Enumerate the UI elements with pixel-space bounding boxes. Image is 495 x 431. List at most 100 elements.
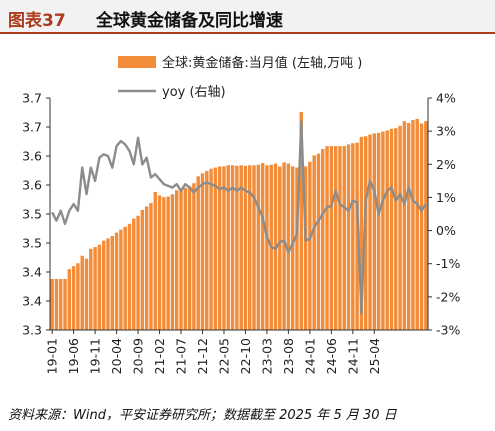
legend: 全球:黄金储备:当月值 (左轴,万吨 ) yoy (右轴)	[118, 55, 362, 100]
bar	[239, 165, 243, 330]
bar	[140, 209, 145, 330]
bar	[282, 162, 286, 330]
x-axis-ticks: 19-01 19-06 19-11 20-04 20-09 21-02 21-07 21-12…	[45, 330, 382, 374]
bar	[183, 187, 188, 330]
bar	[325, 146, 329, 330]
right-tick-label: 4%	[436, 91, 456, 106]
legend-line-label: yoy (右轴)	[162, 85, 226, 100]
bar	[295, 167, 299, 330]
bar	[252, 165, 256, 330]
bar	[256, 164, 261, 330]
bar	[101, 240, 106, 330]
bar	[355, 142, 359, 330]
bar	[97, 244, 102, 330]
bar	[290, 166, 295, 330]
x-tick-label: 19-06	[66, 338, 81, 374]
left-tick-label: 3.5	[22, 236, 42, 251]
bar	[132, 218, 136, 330]
bar	[381, 131, 385, 330]
right-tick-label: 1%	[436, 190, 456, 205]
bar	[119, 229, 123, 330]
yoy-line	[51, 120, 427, 315]
bar	[59, 278, 63, 330]
bar	[419, 123, 424, 331]
bar	[406, 122, 411, 330]
bar	[359, 136, 364, 330]
bar	[80, 255, 84, 330]
left-tick-label: 3.6	[22, 149, 42, 164]
bar	[248, 165, 252, 330]
bar	[368, 134, 372, 330]
bar	[312, 155, 316, 330]
bar	[299, 111, 304, 330]
bar	[329, 146, 334, 330]
right-tick-label: 0%	[436, 223, 456, 238]
left-tick-label: 3.6	[22, 178, 42, 193]
x-tick-label: 24-06	[324, 338, 339, 374]
bar	[209, 168, 213, 330]
right-tick-label: 2%	[436, 157, 456, 172]
x-tick-label: 20-09	[131, 338, 146, 374]
left-tick-label: 3.7	[22, 120, 42, 135]
source-note: 资料来源：Wind，平安证券研究所；数据截至 2025 年 5 月 30 日	[8, 408, 397, 423]
x-tick-label: 24-01	[302, 338, 317, 374]
bar	[175, 190, 179, 330]
legend-bar-label: 全球:黄金储备:当月值 (左轴,万吨 )	[162, 55, 362, 71]
left-tick-label: 3.5	[22, 207, 42, 222]
bar	[364, 136, 368, 330]
bar-series	[50, 111, 428, 331]
left-axis-ticks: 3.3 3.4 3.4 3.5 3.5 3.6 3.6 3.7 3.7	[22, 91, 50, 338]
bar	[385, 130, 389, 330]
bar	[333, 146, 338, 330]
bar	[389, 128, 394, 330]
x-tick-label: 25-04	[367, 338, 382, 374]
x-tick-label: 22-05	[216, 338, 231, 374]
bar	[93, 247, 97, 330]
bar	[144, 206, 149, 330]
bar	[153, 191, 157, 330]
bar	[230, 165, 235, 330]
bar	[222, 166, 226, 330]
bar	[136, 215, 140, 330]
bar	[278, 166, 282, 330]
bar	[123, 226, 127, 330]
x-tick-label: 23-08	[281, 338, 296, 374]
bar	[179, 189, 183, 330]
figure-title: 全球黄金储备及同比增速	[96, 11, 283, 31]
bar	[110, 236, 115, 330]
left-tick-label: 3.7	[22, 91, 42, 106]
bar	[71, 266, 76, 330]
bar	[76, 263, 80, 330]
bar	[54, 278, 59, 330]
bar	[166, 196, 170, 330]
right-tick-label: -2%	[436, 289, 460, 304]
right-axis-ticks: -3% -2% -1% 0% 1% 2% 3% 4%	[428, 91, 460, 338]
bar	[424, 121, 428, 330]
bar	[394, 128, 398, 330]
x-tick-label: 23-03	[259, 338, 274, 374]
bar	[235, 165, 239, 330]
bar	[170, 194, 175, 330]
left-tick-label: 3.4	[22, 294, 42, 309]
x-tick-label: 24-11	[345, 338, 360, 374]
bar	[192, 183, 196, 330]
bar	[187, 186, 192, 330]
bar	[200, 173, 205, 330]
left-tick-label: 3.4	[22, 265, 42, 280]
bar	[162, 197, 166, 330]
bar	[351, 143, 355, 330]
x-tick-label: 21-02	[152, 338, 167, 374]
bar	[346, 144, 351, 330]
x-tick-label: 19-01	[45, 338, 60, 374]
x-tick-label: 19-11	[88, 338, 103, 374]
bar	[398, 125, 402, 330]
x-tick-label: 21-12	[195, 338, 210, 374]
bar	[321, 149, 325, 330]
bar	[265, 165, 269, 330]
right-tick-label: -1%	[436, 256, 460, 271]
bar	[127, 223, 132, 330]
bar	[226, 165, 230, 330]
bar	[402, 121, 407, 330]
bar	[217, 166, 222, 330]
